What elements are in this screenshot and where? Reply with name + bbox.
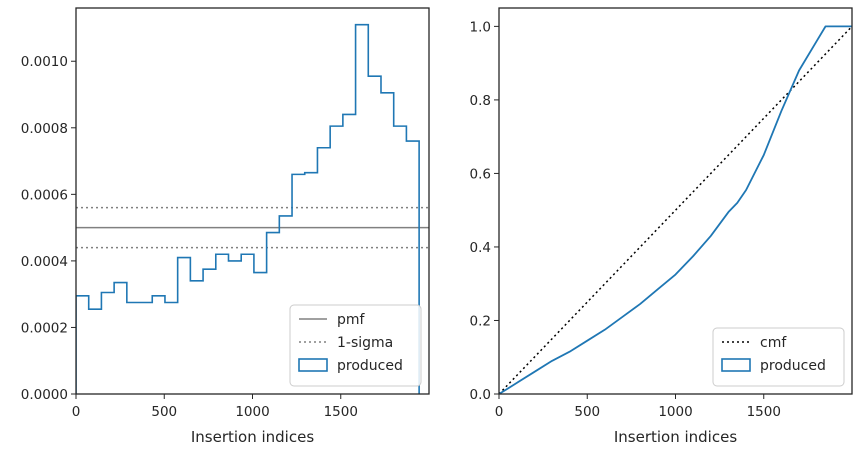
axes-frame	[75, 7, 430, 395]
produced-cumulative-line	[499, 25, 852, 394]
y-tick-label: 0.0010	[21, 54, 68, 70]
x-axis-label: Insertion indices	[614, 428, 737, 446]
right-cumulative-panel: 0.0 0.2 0.4 0.6 0.8 1.0 0 500 1000 1500 Insertion …	[470, 7, 853, 446]
y-tick-label: 0.0004	[21, 254, 68, 270]
y-tick-label: 0.0	[470, 387, 491, 403]
legend-box	[289, 304, 422, 387]
produced-histogram	[76, 23, 420, 394]
y-tick-label: 0.6	[470, 166, 491, 182]
y-tick-label: 0.0008	[21, 121, 68, 137]
plot-area	[499, 25, 852, 394]
x-tick-label: 500	[151, 404, 177, 420]
legend-label-1-sigma: 1-sigma	[337, 335, 393, 351]
legend: cmf produced	[712, 327, 845, 387]
y-tick-label: 0.0006	[21, 187, 68, 203]
x-tick-label: 1000	[658, 404, 692, 420]
legend-label-produced: produced	[760, 358, 826, 374]
plot-area	[76, 23, 429, 394]
axes-frame	[498, 7, 853, 395]
y-tick-label: 0.4	[470, 240, 491, 256]
x-tick-label: 1000	[235, 404, 269, 420]
left-histogram-panel: 0.0000 0.0002 0.0004 0.0006 0.0008 0.0010 0 500…	[21, 7, 430, 446]
legend-label-produced: produced	[337, 358, 403, 374]
legend-label-pmf: pmf	[337, 312, 366, 328]
x-tick-label: 1500	[747, 404, 781, 420]
legend-label-cmf: cmf	[760, 335, 787, 351]
legend-swatch-produced	[721, 358, 751, 372]
x-tick-label: 1500	[324, 404, 358, 420]
legend-swatch-produced	[298, 358, 328, 372]
x-tick-label: 0	[495, 404, 504, 420]
x-tick-label: 500	[574, 404, 600, 420]
y-tick-label: 1.0	[470, 19, 491, 35]
x-tick-label: 0	[72, 404, 81, 420]
y-tick-label: 0.0002	[21, 320, 68, 336]
x-axis-label: Insertion indices	[191, 428, 314, 446]
y-tick-label: 0.8	[470, 93, 491, 109]
y-tick-label: 0.2	[470, 313, 491, 329]
legend: pmf 1-sigma produced	[289, 304, 422, 387]
y-tick-label: 0.0000	[21, 387, 68, 403]
